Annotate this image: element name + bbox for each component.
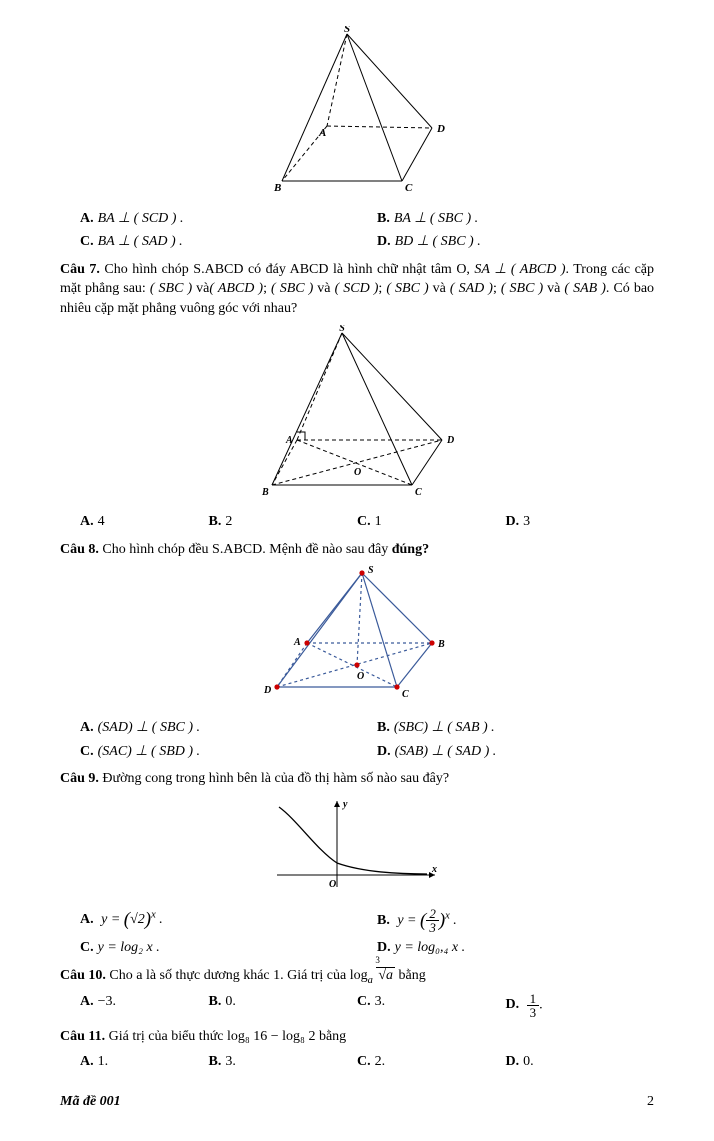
exam-code: Mã đề 001 <box>60 1092 121 1112</box>
q9-options: A. y = √2x . B. y = 23x . C.y = log₂ x .… <box>60 905 654 960</box>
q11-opt-a: A.1. <box>60 1050 209 1074</box>
figure-q6: S A B C D <box>60 26 654 203</box>
q10-opt-b: B.0. <box>209 990 358 1021</box>
q11-options: A.1. B.3. C.2. D.0. <box>60 1050 654 1074</box>
q6-options: A.BA ⊥ ( SCD ) . B.BA ⊥ ( SBC ) . C.BA ⊥… <box>60 207 654 254</box>
q9-opt-b: B. y = 23x . <box>357 905 654 936</box>
svg-text:C: C <box>405 182 413 194</box>
svg-text:C: C <box>415 487 422 498</box>
svg-text:D: D <box>436 123 445 135</box>
q8-options: A.(SAD) ⊥ ( SBC ) . B.(SBC) ⊥ ( SAB ) . … <box>60 716 654 763</box>
q11-text: Câu 11. Giá trị của biểu thức log₈ 16 − … <box>60 1027 654 1047</box>
q9-opt-a: A. y = √2x . <box>60 905 357 936</box>
q9-text: Câu 9. Đường cong trong hình bên là của … <box>60 769 654 789</box>
figure-q7: S A B C D O <box>60 325 654 507</box>
svg-text:B: B <box>273 182 281 194</box>
svg-text:A: A <box>293 637 301 648</box>
svg-text:O: O <box>354 467 361 478</box>
svg-text:S: S <box>339 325 345 334</box>
svg-text:x: x <box>431 864 437 875</box>
svg-text:A: A <box>285 435 293 446</box>
svg-text:A: A <box>318 127 326 139</box>
q7-opt-c: C.1 <box>357 510 506 534</box>
figure-q9: x y O <box>60 795 654 902</box>
q7-options: A.4 B.2 C.1 D.3 <box>60 510 654 534</box>
q8-opt-a: A.(SAD) ⊥ ( SBC ) . <box>60 716 357 740</box>
q7-opt-a: A.4 <box>60 510 209 534</box>
svg-text:B: B <box>437 639 445 650</box>
q6-opt-b: B.BA ⊥ ( SBC ) . <box>357 207 654 231</box>
svg-text:O: O <box>357 671 364 682</box>
svg-text:S: S <box>368 565 374 576</box>
q10-options: A.−3. B.0. C.3. D. 13. <box>60 990 654 1021</box>
q11-opt-b: B.3. <box>209 1050 358 1074</box>
svg-text:S: S <box>344 26 350 35</box>
q7-text: Câu 7. Cho hình chóp S.ABCD có đáy ABCD … <box>60 260 654 319</box>
q6-opt-a: A.BA ⊥ ( SCD ) . <box>60 207 357 231</box>
q7-opt-d: D.3 <box>506 510 655 534</box>
figure-q8: S A B C D O <box>60 565 654 712</box>
q8-opt-d: D.(SAB) ⊥ ( SAD ) . <box>357 740 654 764</box>
svg-text:y: y <box>342 799 348 810</box>
q10-opt-c: C.3. <box>357 990 506 1021</box>
svg-text:B: B <box>261 487 269 498</box>
q8-text: Câu 8. Cho hình chóp đều S.ABCD. Mệnh đề… <box>60 540 654 560</box>
svg-text:D: D <box>446 435 454 446</box>
q10-opt-d: D. 13. <box>506 990 655 1021</box>
svg-text:O: O <box>329 879 336 890</box>
q10-opt-a: A.−3. <box>60 990 209 1021</box>
q9-opt-c: C.y = log₂ x . <box>60 936 357 960</box>
page-footer: Mã đề 001 2 <box>60 1092 654 1112</box>
q7-opt-b: B.2 <box>209 510 358 534</box>
q8-opt-c: C.(SAC) ⊥ ( SBD ) . <box>60 740 357 764</box>
q6-opt-d: D.BD ⊥ ( SBC ) . <box>357 230 654 254</box>
q6-opt-c: C.BA ⊥ ( SAD ) . <box>60 230 357 254</box>
q9-opt-d: D.y = log₀,₄ x . <box>357 936 654 960</box>
q11-opt-c: C.2. <box>357 1050 506 1074</box>
q10-text: Câu 10. Cho a là số thực dương khác 1. G… <box>60 966 654 986</box>
q11-opt-d: D.0. <box>506 1050 655 1074</box>
svg-text:D: D <box>263 685 271 696</box>
page-number: 2 <box>647 1092 654 1112</box>
svg-text:C: C <box>402 689 409 700</box>
q8-opt-b: B.(SBC) ⊥ ( SAB ) . <box>357 716 654 740</box>
